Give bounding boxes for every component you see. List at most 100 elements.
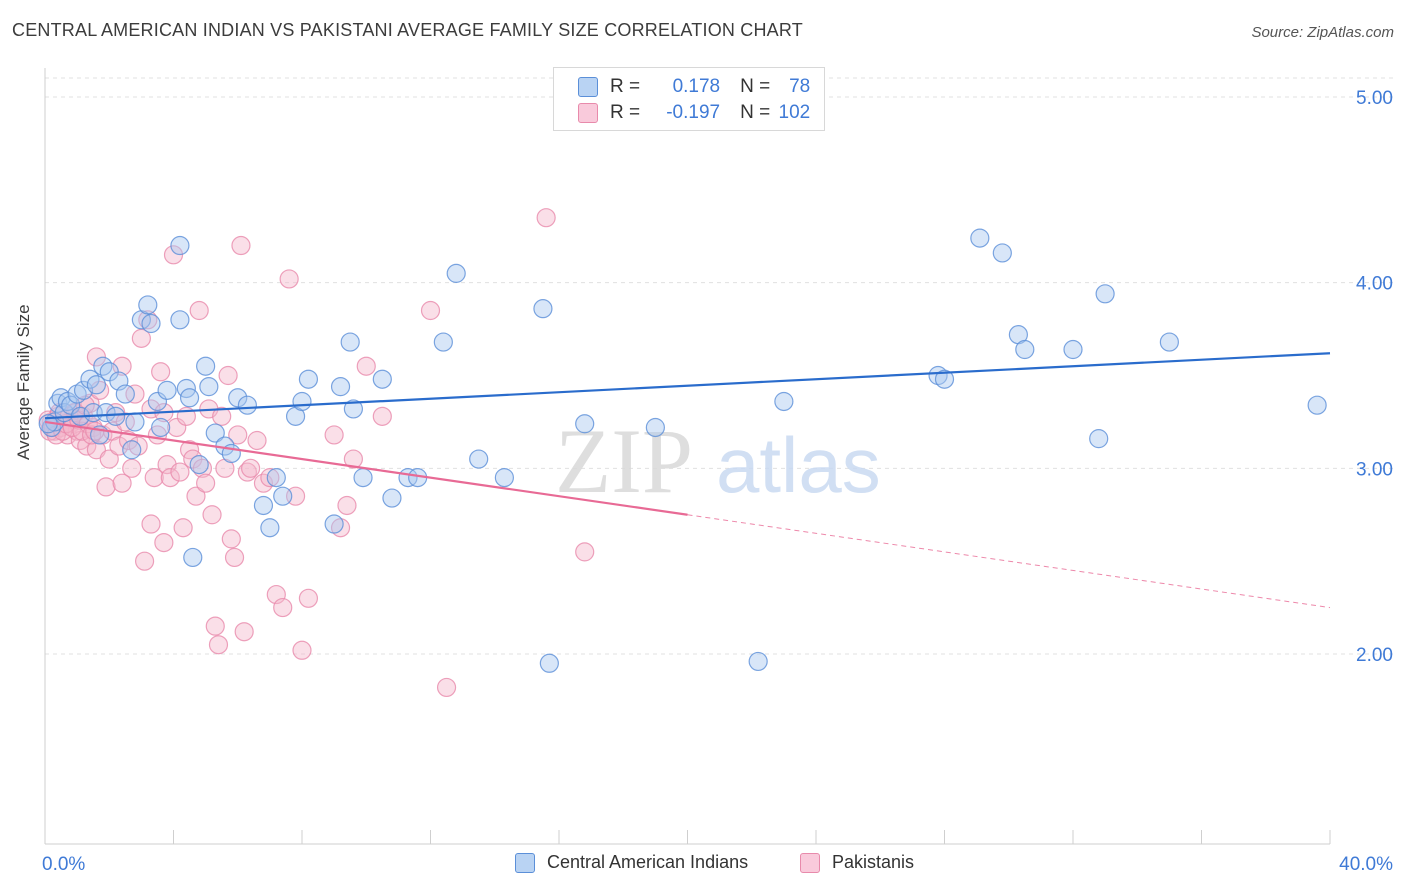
r-value: -0.197 — [666, 102, 721, 123]
data-point — [170, 310, 190, 330]
data-point — [196, 356, 216, 376]
data-point — [340, 332, 360, 352]
legend-item-pakistanis[interactable]: Pakistanis — [800, 852, 914, 873]
stats-legend: R = 0.178 N = 78 R = -0.197 N = 102 — [553, 67, 825, 131]
x-tick-label: 40.0% — [1339, 854, 1393, 875]
source-label: Source: ZipAtlas.com — [1251, 24, 1394, 41]
data-point — [115, 412, 135, 432]
watermark-zip: ZIP — [555, 410, 693, 512]
data-point — [575, 414, 595, 434]
data-point — [237, 395, 257, 415]
tick-labels: 2.00 3.00 4.00 5.00 0.0% 40.0% — [42, 88, 1393, 875]
data-point — [330, 377, 351, 397]
data-point — [1015, 339, 1035, 360]
data-point — [1063, 339, 1083, 360]
data-point — [154, 532, 174, 553]
chart-title: CENTRAL AMERICAN INDIAN VS PAKISTANI AVE… — [12, 20, 803, 40]
data-point — [337, 495, 357, 516]
y-tick-label: 3.00 — [1356, 459, 1393, 480]
data-point — [157, 380, 177, 400]
data-point — [446, 263, 466, 283]
data-point — [224, 547, 245, 568]
data-point — [433, 332, 453, 352]
trend-line-central-american-indians — [44, 352, 1331, 420]
data-point — [247, 430, 267, 451]
data-point — [575, 542, 595, 562]
legend-swatch-blue — [578, 77, 598, 97]
data-point — [645, 417, 665, 438]
n-label: N = — [740, 76, 771, 97]
data-point — [934, 369, 955, 389]
data-point — [147, 391, 168, 412]
data-point — [205, 616, 225, 636]
data-point — [167, 417, 187, 438]
data-point — [86, 375, 107, 395]
data-point — [533, 299, 553, 319]
data-point — [96, 477, 116, 497]
data-point — [279, 269, 299, 289]
data-point — [372, 406, 392, 426]
data-point — [86, 347, 107, 367]
data-point — [208, 635, 229, 655]
data-point — [138, 295, 158, 315]
r-value: 0.178 — [672, 76, 721, 97]
series-pakistanis — [38, 208, 595, 698]
data-point — [186, 486, 206, 506]
stats-row-blue: R = 0.178 N = 78 — [578, 75, 810, 99]
watermark-atlas: atlas — [716, 421, 881, 509]
n-value: 78 — [789, 76, 811, 97]
data-point — [183, 547, 203, 568]
data-point — [106, 406, 126, 426]
data-point — [356, 356, 376, 376]
data-point — [992, 243, 1012, 263]
data-point — [90, 380, 110, 400]
trend-line-pakistanis — [44, 420, 688, 516]
data-point — [539, 653, 559, 673]
data-point — [260, 518, 280, 538]
n-label: N = — [740, 102, 771, 123]
data-point — [151, 362, 171, 382]
data-point — [141, 313, 161, 334]
axes — [44, 68, 1331, 845]
data-point — [1159, 332, 1179, 352]
data-point — [273, 597, 293, 618]
n-value: 102 — [778, 102, 811, 123]
data-point — [141, 514, 161, 534]
legend-item-central-american-indians[interactable]: Central American Indians — [515, 852, 748, 873]
trend-line-pakistanis-projection — [687, 514, 1331, 609]
data-point — [324, 514, 344, 534]
legend-label: Pakistanis — [832, 852, 915, 872]
grid-lines — [45, 77, 1395, 655]
data-point — [298, 588, 319, 608]
data-point — [343, 399, 363, 419]
y-tick-label: 2.00 — [1356, 645, 1393, 666]
data-point — [469, 449, 489, 469]
data-point — [170, 235, 190, 256]
data-point — [77, 436, 97, 456]
data-point — [109, 436, 129, 456]
data-point — [144, 468, 164, 488]
data-point — [61, 395, 81, 415]
data-point — [205, 423, 225, 443]
data-point — [202, 505, 222, 525]
data-point — [273, 486, 293, 506]
data-point — [536, 208, 556, 228]
data-point — [189, 455, 209, 475]
data-point — [241, 458, 261, 478]
y-tick-label: 5.00 — [1356, 88, 1393, 109]
data-point — [292, 640, 312, 660]
data-point — [372, 369, 392, 389]
data-point — [96, 403, 116, 423]
data-point — [189, 300, 209, 321]
stats-row-pink: R = -0.197 N = 102 — [578, 101, 810, 125]
data-point — [266, 468, 286, 488]
data-point — [343, 449, 363, 469]
data-point — [748, 651, 768, 672]
data-point — [134, 551, 155, 571]
y-axis-label: Average Family Size — [14, 304, 33, 460]
data-point — [192, 458, 213, 478]
data-point — [218, 365, 238, 386]
data-point — [1089, 429, 1109, 449]
data-point — [112, 473, 132, 493]
